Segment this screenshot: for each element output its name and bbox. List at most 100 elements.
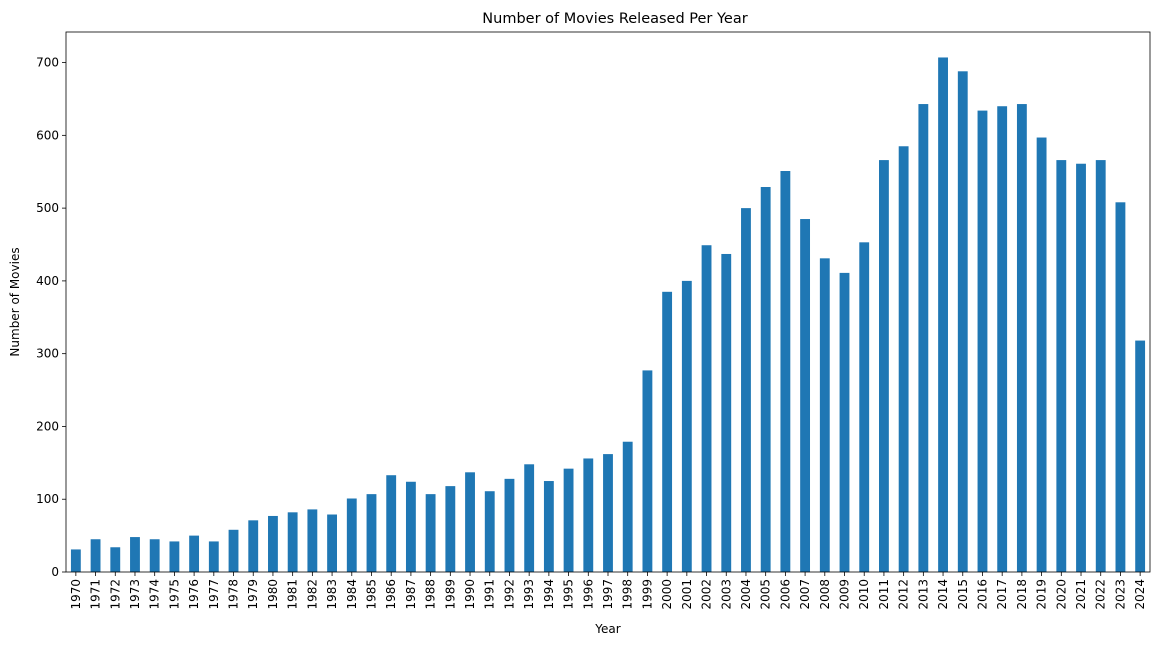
x-tick-label: 1998 bbox=[621, 579, 635, 610]
bar-2013 bbox=[918, 104, 929, 573]
y-axis-label: Number of Movies bbox=[8, 247, 22, 356]
x-tick-label: 1987 bbox=[404, 579, 418, 610]
bar-2009 bbox=[839, 272, 850, 572]
bar-2006 bbox=[780, 171, 791, 572]
bar-1976 bbox=[189, 535, 200, 572]
x-tick-label: 1980 bbox=[266, 579, 280, 610]
x-tick-label: 1981 bbox=[286, 579, 300, 610]
plot-frame bbox=[65, 31, 1151, 573]
bar-2022 bbox=[1095, 160, 1106, 572]
x-tick-label: 2006 bbox=[778, 579, 792, 610]
x-tick-label: 1991 bbox=[483, 579, 497, 610]
x-tick-label: 2018 bbox=[1015, 579, 1029, 610]
bar-1984 bbox=[346, 498, 357, 572]
y-tick-label: 300 bbox=[36, 347, 59, 361]
bars bbox=[70, 57, 1146, 573]
y-tick-label: 100 bbox=[36, 492, 59, 506]
bar-1970 bbox=[70, 549, 81, 572]
bar-2021 bbox=[1076, 163, 1086, 573]
bar-1985 bbox=[366, 494, 377, 572]
bar-2002 bbox=[701, 245, 712, 573]
x-tick-label: 2016 bbox=[975, 579, 989, 610]
y-axis: 0 100 200 300 400 500 600 700 bbox=[36, 56, 66, 579]
bar-2023 bbox=[1115, 202, 1126, 573]
bar-2007 bbox=[800, 219, 811, 573]
bar-1991 bbox=[484, 491, 495, 572]
x-tick-label: 2007 bbox=[798, 579, 812, 610]
x-tick-label: 2010 bbox=[857, 579, 871, 610]
bar-2019 bbox=[1036, 137, 1047, 572]
bar-1990 bbox=[465, 472, 475, 572]
x-tick-label: 2002 bbox=[700, 579, 714, 610]
x-tick-label: 2014 bbox=[936, 579, 950, 610]
x-axis: 1970 1971 1972 1973 1974 1975 1976 1977 1978 1979… bbox=[69, 572, 1147, 610]
bar-1981 bbox=[287, 512, 298, 572]
bar-1987 bbox=[405, 481, 416, 572]
bar-1994 bbox=[543, 481, 554, 572]
bar-2004 bbox=[741, 208, 751, 572]
chart-title: Number of Movies Released Per Year bbox=[482, 11, 747, 27]
bar-1973 bbox=[130, 537, 140, 572]
bar-1974 bbox=[149, 539, 160, 572]
bar-2024 bbox=[1135, 340, 1146, 572]
x-tick-label: 1974 bbox=[148, 579, 162, 610]
x-tick-label: 2020 bbox=[1054, 579, 1068, 610]
bar-2014 bbox=[938, 57, 948, 573]
bar-2012 bbox=[898, 146, 909, 572]
bar-1975 bbox=[169, 541, 180, 572]
x-tick-label: 1988 bbox=[424, 579, 438, 610]
bar-1993 bbox=[524, 464, 535, 572]
x-tick-label: 2004 bbox=[739, 579, 753, 610]
bar-1989 bbox=[445, 486, 456, 572]
bar-1988 bbox=[425, 494, 436, 572]
x-tick-label: 1971 bbox=[89, 579, 103, 610]
x-tick-label: 1985 bbox=[364, 579, 378, 610]
bar-2003 bbox=[721, 253, 732, 572]
x-tick-label: 1990 bbox=[463, 579, 477, 610]
bar-1971 bbox=[90, 539, 101, 572]
bar-2018 bbox=[1016, 104, 1027, 573]
x-tick-label: 1993 bbox=[522, 579, 536, 610]
bar-1972 bbox=[110, 547, 121, 572]
bar-1992 bbox=[504, 478, 515, 572]
x-tick-label: 1973 bbox=[128, 579, 142, 610]
bar-2010 bbox=[859, 242, 870, 572]
x-tick-label: 2012 bbox=[897, 579, 911, 610]
y-tick-label: 400 bbox=[36, 274, 59, 288]
y-tick-label: 200 bbox=[36, 419, 59, 433]
x-tick-label: 1979 bbox=[246, 579, 260, 610]
x-tick-label: 1983 bbox=[325, 579, 339, 610]
y-tick-label: 700 bbox=[36, 56, 59, 70]
x-tick-label: 2000 bbox=[660, 579, 674, 610]
y-tick-label: 500 bbox=[36, 201, 59, 215]
x-tick-label: 1986 bbox=[384, 579, 398, 610]
x-tick-label: 1975 bbox=[167, 579, 181, 610]
x-tick-label: 1992 bbox=[502, 579, 516, 610]
x-tick-label: 2013 bbox=[916, 579, 930, 610]
x-tick-label: 1999 bbox=[640, 579, 654, 610]
x-tick-label: 1994 bbox=[542, 579, 556, 610]
bar-1999 bbox=[642, 370, 653, 572]
x-tick-label: 1995 bbox=[562, 579, 576, 610]
x-tick-label: 2017 bbox=[995, 579, 1009, 610]
bar-2005 bbox=[760, 187, 771, 572]
bar-1983 bbox=[327, 514, 337, 572]
x-tick-label: 2003 bbox=[719, 579, 733, 610]
x-tick-label: 2019 bbox=[1035, 579, 1049, 610]
bar-1997 bbox=[603, 454, 613, 572]
bar-2011 bbox=[879, 160, 889, 572]
x-tick-label: 1976 bbox=[187, 579, 201, 610]
bar-1979 bbox=[248, 520, 259, 572]
bar-1995 bbox=[563, 468, 574, 572]
x-tick-label: 2024 bbox=[1133, 579, 1147, 610]
x-tick-label: 1997 bbox=[601, 579, 615, 610]
bar-1978 bbox=[228, 529, 239, 572]
bar-2000 bbox=[662, 291, 673, 572]
bar-1996 bbox=[583, 458, 594, 572]
x-axis-label: Year bbox=[594, 622, 620, 636]
bar-1998 bbox=[622, 441, 633, 572]
bar-1982 bbox=[307, 509, 318, 572]
x-tick-label: 1982 bbox=[305, 579, 319, 610]
y-tick-label: 0 bbox=[51, 565, 59, 579]
